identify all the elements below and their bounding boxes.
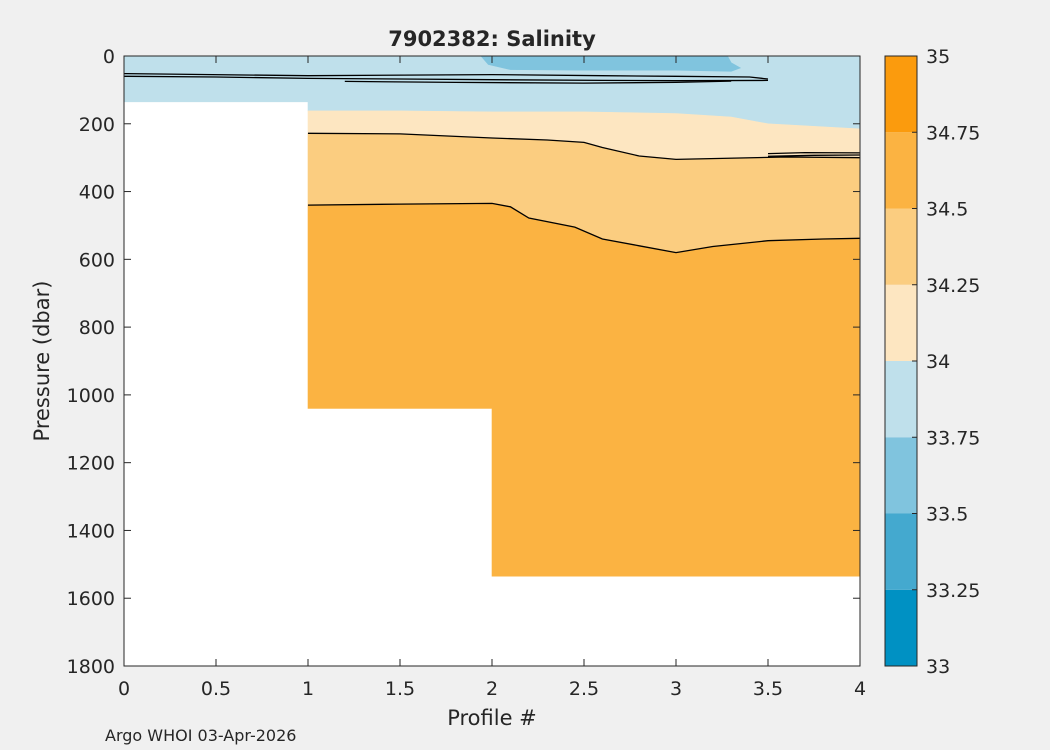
colorbar-segment-4 — [885, 284, 917, 361]
x-tick-label-4: 2 — [486, 678, 498, 700]
x-tick-label-1: 0.5 — [201, 678, 231, 700]
colorbar-segment-5 — [885, 208, 917, 285]
y-tick-label-1: 200 — [79, 114, 115, 136]
contour-line-1 — [123, 75, 769, 82]
colorbar-label-1: 33.25 — [926, 580, 980, 602]
contour-line-5 — [767, 151, 861, 155]
colorbar-label-2: 33.5 — [926, 504, 968, 526]
contour-region-1 — [480, 55, 742, 72]
colorbar-segment-6 — [885, 132, 917, 209]
x-tick-label-3: 1.5 — [385, 678, 415, 700]
y-tick-label-8: 1600 — [67, 588, 115, 610]
contour-line-4 — [307, 202, 861, 254]
x-tick-label-2: 1 — [302, 678, 314, 700]
footer-credit: Argo WHOI 03-Apr-2026 — [105, 726, 296, 745]
contour-fill-layer — [123, 55, 861, 577]
colorbar-label-3: 33.75 — [926, 427, 980, 449]
y-tick-label-3: 600 — [79, 249, 115, 271]
x-tick-label-6: 3 — [670, 678, 682, 700]
y-tick-label-7: 1400 — [67, 520, 115, 542]
y-axis-ticks: 0 200 400 600 800 1000 1200 1400 1600 1800 — [67, 46, 860, 678]
contour-line-6 — [767, 154, 861, 157]
x-tick-label-0: 0 — [118, 678, 130, 700]
colorbar-label-7: 34.75 — [926, 122, 980, 144]
colorbar-segments — [885, 56, 917, 666]
y-tick-label-9: 1800 — [67, 656, 115, 678]
colorbar: 33 33.25 33.5 33.75 34 34.25 34.5 34.75 35 — [884, 46, 980, 678]
colorbar-label-4: 34 — [926, 351, 950, 373]
colorbar-labels: 33 33.25 33.5 33.75 34 34.25 34.5 34.75 35 — [912, 46, 980, 678]
x-axis-label: Profile # — [447, 706, 537, 730]
contour-line-0 — [123, 72, 769, 80]
x-axis-ticks: 0 0.5 1 1.5 2 2.5 3 3.5 4 — [118, 56, 866, 700]
colorbar-label-6: 34.5 — [926, 199, 968, 221]
contour-line-3 — [307, 132, 861, 161]
plot-area: 0 0.5 1 1.5 2 2.5 3 3.5 4 0 200 400 600 800 1000 1200 1… — [67, 46, 866, 700]
colorbar-label-8: 35 — [926, 46, 950, 68]
colorbar-segment-2 — [885, 437, 917, 514]
y-tick-label-4: 800 — [79, 317, 115, 339]
y-tick-label-0: 0 — [103, 46, 115, 68]
colorbar-segment-3 — [885, 361, 917, 438]
x-tick-label-5: 2.5 — [569, 678, 599, 700]
chart-title: 7902382: Salinity — [388, 27, 596, 51]
y-tick-label-5: 1000 — [67, 385, 115, 407]
colorbar-label-5: 34.25 — [926, 275, 980, 297]
contour-line-layer — [123, 72, 861, 254]
contour-line-2 — [344, 80, 732, 84]
x-tick-label-7: 3.5 — [753, 678, 783, 700]
x-tick-label-8: 4 — [854, 678, 866, 700]
colorbar-segment-1 — [885, 513, 917, 590]
colorbar-segment-0 — [885, 589, 917, 666]
y-axis-label: Pressure (dbar) — [30, 281, 54, 442]
y-tick-label-2: 400 — [79, 182, 115, 204]
colorbar-label-0: 33 — [926, 656, 950, 678]
colorbar-segment-7 — [885, 56, 917, 133]
y-tick-label-6: 1200 — [67, 453, 115, 475]
